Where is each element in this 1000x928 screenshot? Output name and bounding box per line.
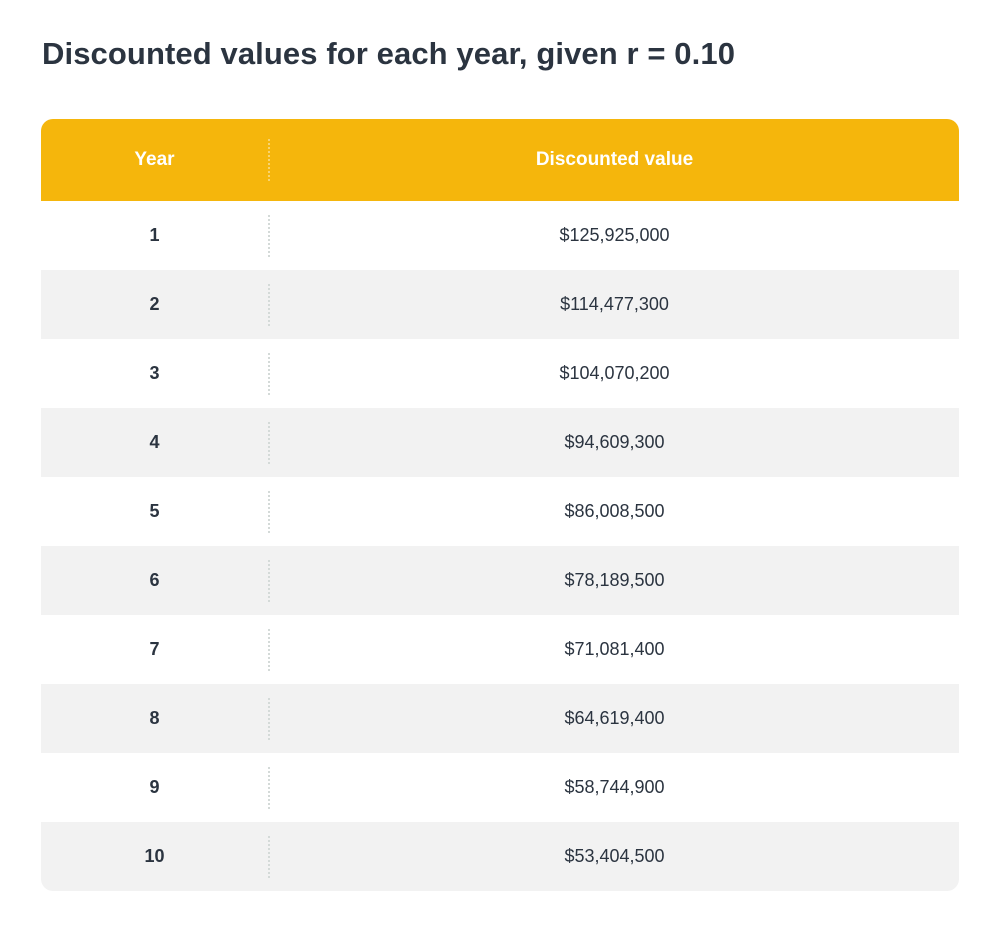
column-divider [268, 835, 270, 878]
table-row: 2 $114,477,300 [41, 270, 959, 339]
year-cell: 4 [149, 432, 160, 452]
page-title: Discounted values for each year, given r… [42, 36, 736, 71]
column-divider [268, 214, 270, 257]
table-row: 1 $125,925,000 [41, 201, 959, 270]
year-cell: 8 [149, 708, 160, 728]
table-row: 7 $71,081,400 [41, 615, 959, 684]
column-divider [268, 766, 270, 809]
discounted-value-cell: $64,619,400 [564, 708, 665, 728]
discounted-value-cell: $53,404,500 [564, 846, 665, 866]
discounted-value-cell: $104,070,200 [559, 363, 670, 383]
discounted-value-cell: $86,008,500 [564, 501, 665, 521]
year-cell: 1 [149, 225, 160, 245]
column-divider [268, 559, 270, 602]
discounted-value-cell: $78,189,500 [564, 570, 665, 590]
year-cell: 6 [149, 570, 160, 590]
year-cell: 7 [149, 639, 160, 659]
year-cell: 10 [144, 846, 165, 866]
year-cell: 9 [149, 777, 160, 797]
column-divider [268, 352, 270, 395]
column-divider [268, 628, 270, 671]
table-row: 4 $94,609,300 [41, 408, 959, 477]
column-divider [268, 283, 270, 326]
discounted-value-cell: $71,081,400 [564, 639, 665, 659]
table-row: 9 $58,744,900 [41, 753, 959, 822]
column-divider [268, 697, 270, 740]
table-row: 6 $78,189,500 [41, 546, 959, 615]
discounted-value-cell: $114,477,300 [560, 294, 669, 314]
table-row: 5 $86,008,500 [41, 477, 959, 546]
column-divider [268, 490, 270, 533]
discounted-value-cell: $125,925,000 [559, 225, 670, 245]
column-divider [268, 421, 270, 464]
table-header-row: Year Discounted value [41, 119, 959, 201]
discounted-value-cell: $58,744,900 [564, 777, 665, 797]
year-column-header: Year [134, 149, 175, 170]
table-row: 8 $64,619,400 [41, 684, 959, 753]
column-divider [268, 139, 270, 181]
year-cell: 5 [149, 501, 160, 521]
table-row: 3 $104,070,200 [41, 339, 959, 408]
discounted-value-cell: $94,609,300 [564, 432, 665, 452]
year-cell: 2 [149, 294, 160, 314]
discounted-values-table: Year Discounted value 1 $125,925,000 2 $114… [41, 119, 959, 891]
year-cell: 3 [149, 363, 160, 383]
discounted-value-column-header: Discounted value [535, 149, 694, 170]
table-row: 10 $53,404,500 [41, 822, 959, 891]
